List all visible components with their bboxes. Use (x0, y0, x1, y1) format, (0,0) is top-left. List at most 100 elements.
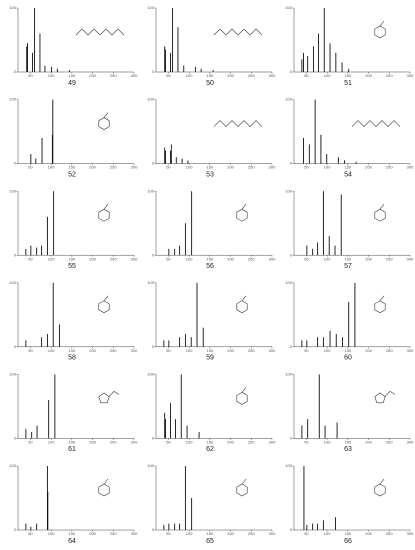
peak (164, 46, 166, 72)
y-tick-label: 0 (290, 435, 293, 440)
panel-number: 59 (206, 355, 214, 362)
x-tick-label: 100 (48, 531, 55, 536)
spectrum-panel: 0 100 50 100 150 200 250 300 61 (9, 371, 138, 453)
peak (53, 191, 55, 256)
x-tick-label: 200 (365, 256, 372, 261)
peak (307, 419, 309, 439)
y-tick-label: 100 (285, 97, 292, 102)
peak (164, 147, 166, 164)
y-tick-label: 0 (152, 527, 155, 532)
peak (170, 52, 171, 72)
peak (344, 160, 345, 164)
peak (174, 248, 176, 256)
x-tick-label: 50 (304, 256, 309, 261)
x-tick-label: 250 (386, 531, 393, 536)
x-tick-label: 250 (110, 73, 117, 78)
structure-ring (98, 208, 110, 222)
peak (337, 157, 339, 164)
x-tick-label: 250 (386, 439, 393, 444)
peak (30, 245, 32, 256)
panel-number: 50 (206, 80, 214, 87)
peak (334, 517, 336, 530)
structure-ring (98, 392, 110, 404)
panel-number: 60 (344, 355, 352, 362)
x-tick-label: 150 (345, 439, 352, 444)
peak (164, 412, 166, 439)
peak (25, 248, 27, 256)
x-tick-label: 150 (207, 531, 214, 536)
panel-number: 65 (206, 538, 214, 545)
x-tick-label: 50 (304, 165, 309, 170)
peak (46, 334, 48, 347)
x-tick-label: 150 (69, 256, 76, 261)
x-tick-label: 50 (304, 73, 309, 78)
peak (41, 337, 43, 347)
structure-bond (103, 478, 109, 485)
x-tick-label: 250 (248, 256, 255, 261)
x-tick-label: 300 (131, 73, 138, 78)
peak (313, 46, 314, 72)
spectrum-panel: 0 100 50 100 150 200 250 300 58 (9, 280, 138, 362)
x-tick-label: 100 (324, 165, 331, 170)
x-tick-label: 300 (407, 73, 414, 78)
structure-chain (351, 120, 401, 128)
peak (212, 70, 214, 72)
y-tick-label: 100 (285, 371, 292, 376)
peak (170, 144, 172, 164)
peak (317, 337, 319, 347)
structure-chain (213, 28, 263, 36)
peak (25, 340, 27, 347)
peak (165, 150, 166, 164)
peak (183, 65, 185, 72)
x-tick-label: 100 (324, 256, 331, 261)
panel-number: 54 (344, 171, 352, 178)
x-tick-label: 200 (89, 439, 96, 444)
panel-number: 49 (68, 80, 76, 87)
x-tick-label: 100 (186, 439, 193, 444)
structure-ring (98, 483, 110, 497)
x-tick-label: 200 (89, 348, 96, 353)
y-tick-label: 0 (152, 344, 155, 349)
peak (335, 52, 337, 72)
x-tick-label: 150 (69, 348, 76, 353)
peak (320, 134, 322, 164)
x-tick-label: 100 (48, 256, 55, 261)
peak (47, 491, 49, 530)
peak (168, 523, 170, 530)
peak (170, 403, 171, 439)
y-tick-label: 100 (9, 463, 16, 468)
peak (348, 302, 350, 347)
x-tick-label: 150 (345, 256, 352, 261)
y-tick-label: 100 (147, 97, 154, 102)
structure-bond (241, 387, 247, 393)
peak (46, 216, 48, 256)
x-tick-label: 50 (166, 439, 171, 444)
peak (51, 66, 53, 72)
x-tick-label: 100 (186, 73, 193, 78)
peak (187, 160, 189, 164)
peak (329, 43, 331, 72)
structure-chain (213, 120, 263, 128)
peak (303, 466, 305, 530)
peak (41, 245, 43, 256)
peak (172, 8, 174, 72)
peak (175, 419, 176, 439)
peak (308, 144, 310, 164)
peak (163, 340, 165, 347)
x-tick-label: 50 (28, 531, 33, 536)
y-tick-label: 0 (290, 344, 293, 349)
peak (174, 523, 176, 530)
peak (52, 99, 54, 164)
x-tick-label: 150 (345, 348, 352, 353)
peak (25, 523, 27, 530)
spectrum-panel: 0 100 50 100 150 200 250 300 56 (147, 188, 276, 270)
peak (306, 245, 308, 256)
x-tick-label: 100 (186, 165, 193, 170)
x-tick-label: 150 (345, 531, 352, 536)
x-tick-label: 50 (166, 256, 171, 261)
peak (48, 400, 50, 439)
panel-number: 61 (68, 446, 76, 453)
peak (355, 161, 357, 164)
spectrum-panel: 0 100 50 100 150 200 250 300 49 (9, 5, 138, 87)
